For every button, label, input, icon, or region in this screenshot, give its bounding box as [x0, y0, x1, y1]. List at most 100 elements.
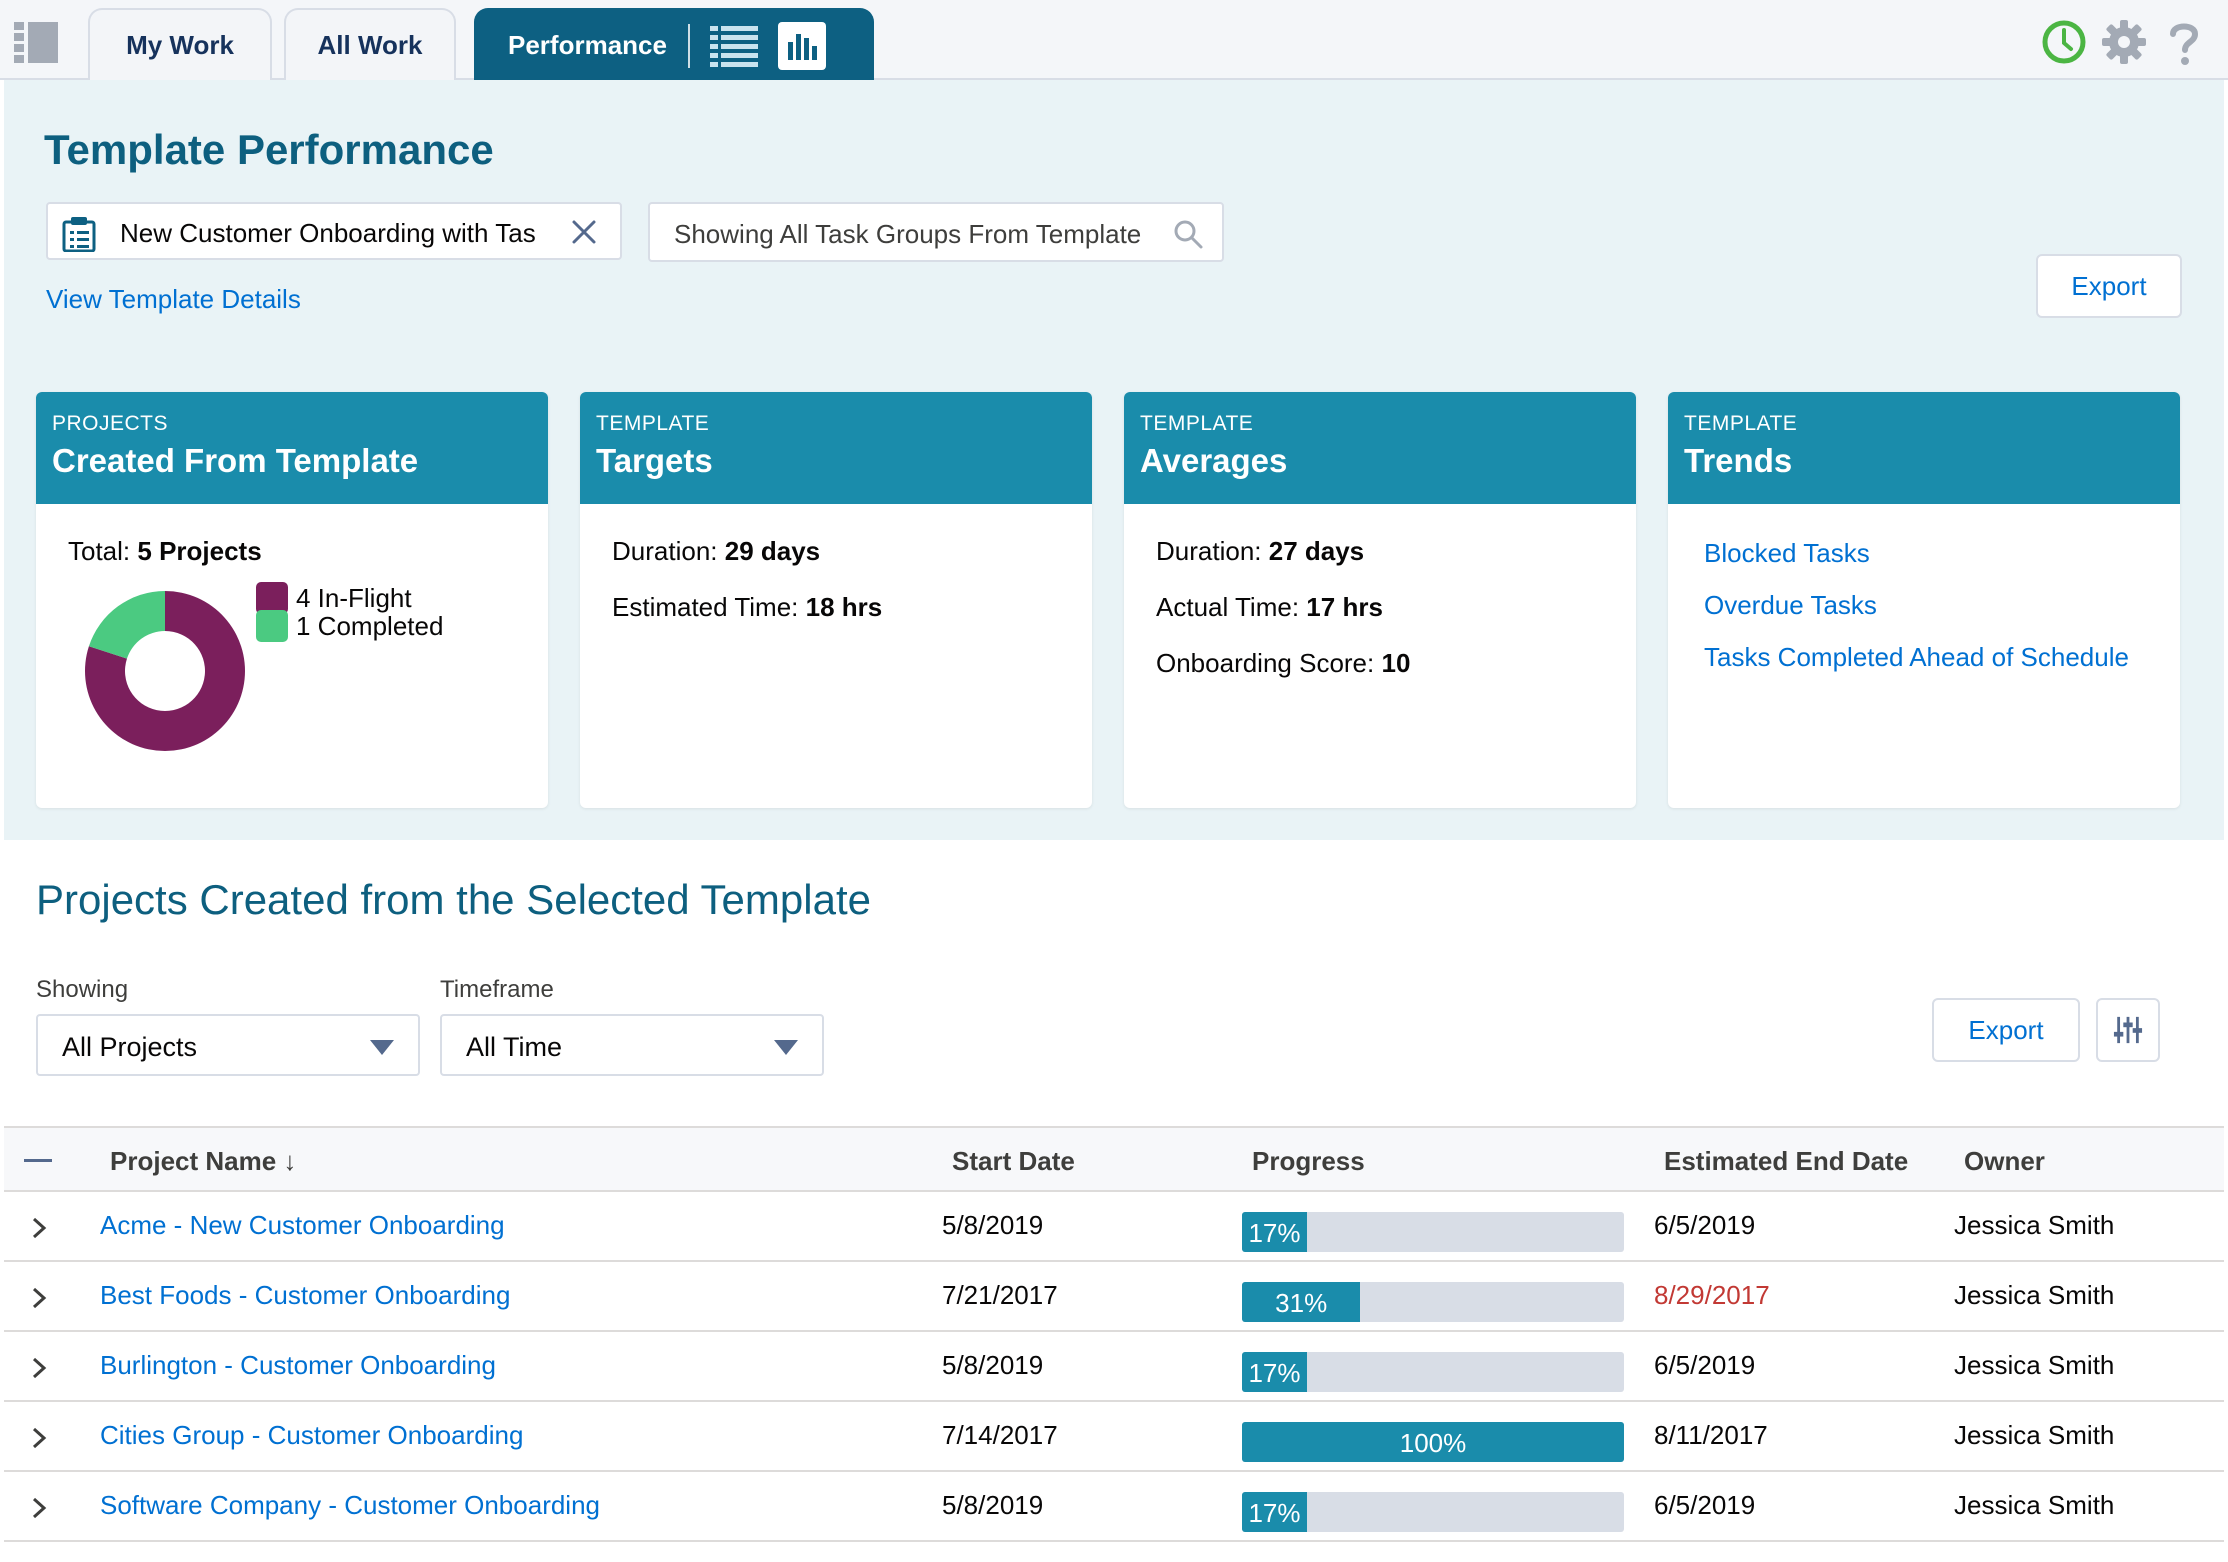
table-header: Project Name ↓ Start Date Progress Estim… — [4, 1126, 2224, 1192]
start-date: 5/8/2019 — [942, 1210, 1044, 1240]
project-name-link[interactable]: Software Company - Customer Onboarding — [100, 1490, 601, 1520]
template-trends-card: TEMPLATE Trends Blocked Tasks Overdue Ta… — [1668, 392, 2180, 808]
project-name-link[interactable]: Burlington - Customer Onboarding — [100, 1350, 496, 1380]
card-subtitle: TEMPLATE — [596, 412, 710, 435]
timeframe-value: All Time — [466, 1032, 563, 1062]
projects-table: Project Name ↓ Start Date Progress Estim… — [4, 1126, 2224, 1542]
showing-value: All Projects — [62, 1032, 198, 1062]
clock-icon[interactable] — [2040, 18, 2088, 66]
header-start-date[interactable]: Start Date — [952, 1146, 1075, 1176]
progress-fill — [1242, 1422, 1624, 1462]
actual-time-value: 17 hrs — [1306, 592, 1383, 622]
export-button[interactable]: Export — [1932, 998, 2080, 1062]
table-row[interactable]: Software Company - Customer Onboarding 5/… — [4, 1472, 2224, 1542]
owner: Jessica Smith — [1954, 1490, 2115, 1520]
duration-value: 29 days — [724, 536, 821, 566]
chevron-right-icon[interactable] — [30, 1356, 48, 1380]
template-targets-card: TEMPLATE Targets Duration: 29 days Estim… — [580, 392, 1092, 808]
showing-select[interactable]: All Projects — [36, 1014, 420, 1076]
view-template-details-link[interactable]: View Template Details — [46, 284, 301, 314]
estimated-end-date: 8/29/2017 — [1654, 1280, 1770, 1310]
task-group-search-text: Showing All Task Groups From Template — [674, 219, 1142, 249]
start-date: 5/8/2019 — [942, 1350, 1044, 1380]
card-header: TEMPLATE Targets — [580, 392, 1092, 504]
card-subtitle: TEMPLATE — [1684, 412, 1798, 435]
showing-label: Showing — [36, 976, 129, 1003]
onboarding-score-value: 10 — [1381, 648, 1411, 678]
tab-performance[interactable]: Performance — [474, 8, 874, 80]
start-date: 7/21/2017 — [942, 1280, 1058, 1310]
clipboard-icon — [62, 217, 96, 252]
template-picker[interactable]: New Customer Onboarding with Tas — [46, 202, 622, 260]
progress-bar: 100% — [1242, 1422, 1624, 1462]
total-projects: Total: 5 Projects — [68, 536, 262, 567]
card-subtitle: TEMPLATE — [1140, 412, 1254, 435]
card-header: TEMPLATE Averages — [1124, 392, 1636, 504]
gear-icon[interactable] — [2100, 18, 2148, 66]
estimated-end-date: 6/5/2019 — [1654, 1350, 1756, 1380]
tab-divider — [688, 24, 690, 68]
help-icon[interactable] — [2160, 18, 2208, 66]
duration-label: Duration: — [612, 536, 718, 566]
estimated-time-value: 18 hrs — [805, 592, 883, 622]
app-menu-icon[interactable] — [14, 22, 60, 64]
timeframe-select[interactable]: All Time — [440, 1014, 824, 1076]
search-icon — [1174, 220, 1203, 249]
progress-bar: 17% — [1242, 1492, 1624, 1532]
total-label: Total: — [68, 536, 131, 566]
tab-my-work[interactable]: My Work — [88, 8, 272, 80]
owner: Jessica Smith — [1954, 1420, 2115, 1450]
progress-label: 17% — [1248, 1218, 1301, 1248]
header-estimated-end-date[interactable]: Estimated End Date — [1664, 1146, 1909, 1176]
progress-bar: 31% — [1242, 1282, 1624, 1322]
header-owner[interactable]: Owner — [1964, 1146, 2045, 1176]
blocked-tasks-link[interactable]: Blocked Tasks — [1704, 538, 1870, 568]
duration-label: Duration: — [1156, 536, 1262, 566]
start-date: 7/14/2017 — [942, 1420, 1058, 1450]
header-project-name[interactable]: Project Name ↓ — [110, 1146, 297, 1176]
project-name-link[interactable]: Best Foods - Customer Onboarding — [100, 1280, 511, 1310]
target-estimated-time: Estimated Time: 18 hrs — [612, 592, 882, 623]
tab-all-work[interactable]: All Work — [284, 8, 456, 80]
list-view-icon[interactable] — [710, 26, 758, 68]
projects-donut-chart — [84, 591, 245, 751]
chevron-right-icon[interactable] — [30, 1426, 48, 1450]
legend-label: 4 In-Flight — [296, 582, 412, 613]
header-progress[interactable]: Progress — [1252, 1146, 1365, 1176]
task-group-search[interactable]: Showing All Task Groups From Template — [648, 202, 1224, 262]
donut-slice — [84, 591, 245, 751]
table-row[interactable]: Acme - New Customer Onboarding 5/8/2019 17… — [4, 1192, 2224, 1262]
export-button-top[interactable]: Export — [2036, 254, 2182, 318]
chevron-right-icon[interactable] — [30, 1216, 48, 1240]
estimated-end-date: 6/5/2019 — [1654, 1490, 1756, 1520]
estimated-end-date: 6/5/2019 — [1654, 1210, 1756, 1240]
card-title: Targets — [596, 442, 713, 479]
close-icon[interactable] — [570, 218, 598, 246]
table-row[interactable]: Burlington - Customer Onboarding 5/8/2019… — [4, 1332, 2224, 1402]
progress-label: 31% — [1275, 1288, 1328, 1318]
project-name-link[interactable]: Acme - New Customer Onboarding — [100, 1210, 505, 1240]
legend-swatch — [256, 582, 288, 614]
tab-label: All Work — [317, 29, 423, 60]
collapse-all-icon[interactable] — [24, 1159, 52, 1162]
progress-label: 17% — [1248, 1358, 1301, 1388]
legend-completed: 1 Completed — [256, 610, 443, 642]
chevron-right-icon[interactable] — [30, 1496, 48, 1520]
ahead-of-schedule-link[interactable]: Tasks Completed Ahead of Schedule — [1704, 642, 2129, 672]
card-title: Trends — [1684, 442, 1793, 479]
card-header: TEMPLATE Trends — [1668, 392, 2180, 504]
chevron-right-icon[interactable] — [30, 1286, 48, 1310]
target-duration: Duration: 29 days — [612, 536, 820, 567]
table-row[interactable]: Best Foods - Customer Onboarding 7/21/201… — [4, 1262, 2224, 1332]
column-settings-button[interactable] — [2096, 998, 2160, 1062]
page-title: Template Performance — [44, 126, 494, 173]
caret-down-icon — [774, 1040, 798, 1055]
chart-view-button[interactable] — [778, 22, 826, 70]
tab-label: Performance — [508, 29, 667, 60]
progress-fill — [1242, 1282, 1361, 1322]
project-name-link[interactable]: Cities Group - Customer Onboarding — [100, 1420, 524, 1450]
onboarding-score-label: Onboarding Score: — [1156, 648, 1375, 678]
overdue-tasks-link[interactable]: Overdue Tasks — [1704, 590, 1877, 620]
table-body: Acme - New Customer Onboarding 5/8/2019 17… — [4, 1192, 2224, 1542]
table-row[interactable]: Cities Group - Customer Onboarding 7/14/2… — [4, 1402, 2224, 1472]
